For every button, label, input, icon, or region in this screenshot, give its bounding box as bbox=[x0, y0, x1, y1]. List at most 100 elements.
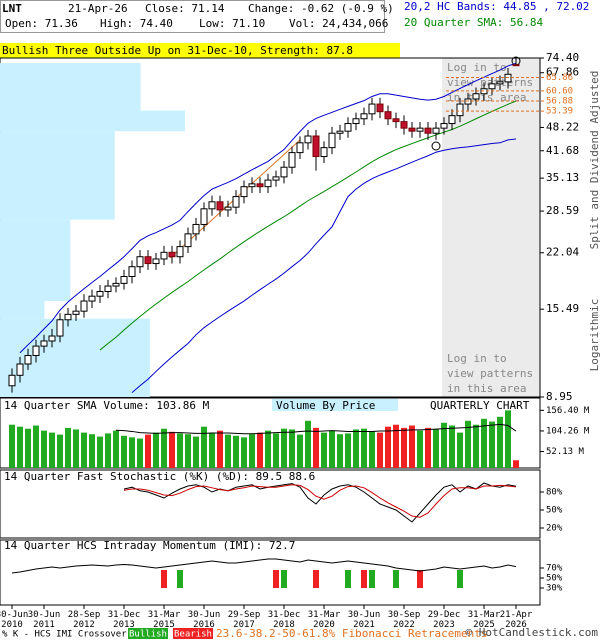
y-tick-label: 156.40 M bbox=[546, 406, 590, 416]
x-tick-label: 31-Mar 2020 bbox=[308, 610, 341, 630]
volume-bar bbox=[209, 432, 215, 468]
volume-bar bbox=[153, 432, 159, 468]
volume-bar bbox=[313, 427, 319, 468]
candle-body bbox=[376, 103, 384, 113]
series-line bbox=[11, 558, 517, 574]
candle-body bbox=[256, 183, 264, 188]
pattern-notice: in this area bbox=[447, 382, 526, 395]
candle-body bbox=[360, 113, 368, 120]
x-tick-label: 31-Dec 2018 bbox=[268, 610, 301, 630]
x-tick-label: 28-Sep 2012 bbox=[68, 610, 101, 630]
volume-bar bbox=[257, 432, 263, 468]
candle-body bbox=[88, 295, 96, 302]
candle-body bbox=[464, 98, 472, 105]
bullish-signal bbox=[457, 570, 463, 588]
volume-bar bbox=[377, 432, 383, 468]
candle-body bbox=[32, 345, 40, 356]
y-tick-label: 20% bbox=[546, 523, 563, 533]
candle-body bbox=[296, 142, 304, 154]
y-tick-label: 67.86 bbox=[546, 66, 579, 79]
lower-band bbox=[131, 138, 517, 393]
volume-bar bbox=[233, 435, 239, 468]
volume-bar bbox=[97, 436, 103, 468]
high: High: 74.40 bbox=[100, 17, 173, 30]
volume-bar bbox=[497, 416, 503, 468]
bearish-signal bbox=[273, 570, 279, 588]
bearish-signal bbox=[161, 570, 167, 588]
pattern-notice: Log in to bbox=[447, 61, 507, 74]
volume-bar bbox=[321, 432, 327, 468]
imi-title: 14 Quarter HCS Intraday Momentum (IMI): … bbox=[4, 539, 295, 552]
y-tick-label: 52.13 M bbox=[546, 447, 585, 457]
quote-box bbox=[0, 0, 385, 33]
fib-label: 53.39 bbox=[546, 107, 573, 117]
x-tick-label: 30-Jun 2021 bbox=[348, 610, 381, 630]
volume-bar bbox=[241, 437, 247, 468]
candle-body bbox=[144, 256, 152, 265]
candle-body bbox=[104, 285, 112, 293]
crossover-label: % K - HCS IMI Crossover, bbox=[2, 630, 132, 640]
volume-bar bbox=[145, 434, 151, 468]
fib-label: 56.88 bbox=[546, 96, 573, 106]
candle-body bbox=[48, 335, 56, 342]
stochastic-frame bbox=[0, 469, 541, 539]
volume-bar bbox=[329, 430, 335, 468]
candle-body bbox=[224, 206, 232, 211]
volume-bar bbox=[353, 429, 359, 468]
imi-frame bbox=[0, 539, 541, 606]
candle-body bbox=[192, 223, 200, 235]
candle-body bbox=[216, 201, 224, 211]
candle-body bbox=[416, 127, 424, 132]
candle-body bbox=[440, 123, 448, 129]
x-tick-label: 31-Mar 2015 bbox=[148, 610, 181, 630]
volume-bar bbox=[9, 424, 15, 468]
candle-body bbox=[320, 147, 328, 158]
sma-legend: 20 Quarter SMA: 56.84 bbox=[404, 16, 543, 29]
date: 21-Apr-26 bbox=[68, 2, 128, 15]
y-tick-label: 74.40 bbox=[546, 51, 579, 64]
candle-body bbox=[40, 340, 48, 347]
x-tick-label: 31-Mar 2025 bbox=[468, 610, 501, 630]
candle-body bbox=[184, 233, 192, 248]
volume-bar bbox=[425, 427, 431, 468]
y-tick-label: 22.04 bbox=[546, 246, 579, 259]
change: Change: -0.62 (-0.9 %) bbox=[248, 2, 394, 15]
candle-body bbox=[136, 256, 144, 268]
candle-body bbox=[152, 258, 160, 265]
bullish-signal bbox=[369, 570, 375, 588]
bearish-bg bbox=[173, 628, 213, 639]
bullish-bg bbox=[128, 628, 168, 639]
price-frame bbox=[0, 57, 541, 398]
volume-bar bbox=[73, 429, 79, 468]
volume-bar bbox=[273, 433, 279, 468]
volume-bar bbox=[361, 428, 367, 468]
banner: Bullish Three Outside Up on 31-Dec-10, S… bbox=[2, 44, 353, 57]
candle-body bbox=[80, 300, 88, 312]
volume-bar bbox=[337, 434, 343, 468]
candle-body bbox=[472, 93, 480, 100]
candle-body bbox=[64, 313, 72, 321]
bullish-label: Bullish bbox=[129, 630, 167, 640]
bullish-signal bbox=[345, 570, 351, 588]
candle-body bbox=[400, 121, 408, 129]
candle-body bbox=[344, 123, 352, 132]
volume-by-price bbox=[0, 63, 141, 111]
volume-bar bbox=[105, 433, 111, 468]
axis-note: Split and Dividend Adjusted bbox=[588, 71, 600, 250]
candle-body bbox=[456, 103, 464, 117]
volume-bar bbox=[401, 427, 407, 468]
fib-label: 65.86 bbox=[546, 73, 573, 83]
bearish-signal bbox=[417, 570, 423, 588]
volume-by-price bbox=[0, 301, 45, 319]
candle-body bbox=[352, 118, 360, 125]
x-tick-label: 29-Sep 2017 bbox=[228, 610, 261, 630]
candle-body bbox=[232, 196, 240, 208]
volume-bar bbox=[417, 430, 423, 468]
volume-bar bbox=[129, 437, 135, 468]
volume-bar bbox=[441, 422, 447, 468]
volume-bar bbox=[505, 410, 511, 468]
candle-body bbox=[336, 130, 344, 134]
